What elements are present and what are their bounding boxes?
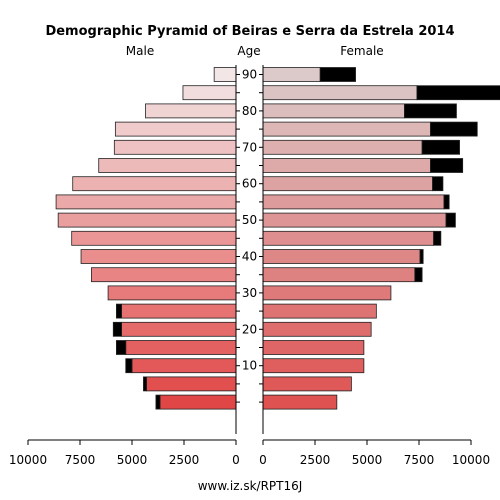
female-bar-10-14: [262, 358, 365, 374]
age-label: 30: [242, 286, 257, 300]
female-x-tick-label: 7500: [404, 453, 435, 467]
female-bar-85-89: [262, 85, 418, 101]
age-label: 80: [242, 104, 257, 118]
male-excess-bar-20-24: [112, 321, 122, 337]
male-bar-45-49: [71, 230, 237, 246]
female-excess-bar-40-44: [419, 249, 424, 264]
male-bar-55-59: [55, 194, 237, 210]
male-bar-50-54: [57, 212, 237, 228]
age-label: 10: [242, 359, 257, 373]
female-bar-90+: [262, 67, 321, 82]
male-bar-90+: [213, 67, 237, 82]
age-label: 50: [242, 213, 257, 227]
chart-title: Demographic Pyramid of Beiras e Serra da…: [45, 24, 454, 39]
female-bar-65-69: [262, 158, 431, 173]
female-bar-35-39: [262, 267, 416, 283]
male-bar-70-74: [113, 139, 237, 155]
male-bar-25-29: [121, 303, 237, 319]
male-bar-85-89: [182, 85, 237, 101]
plot-area: 90 80 70 60 50 40 30 20 10 10000 7500 5000 2500 0 0 250…: [9, 65, 500, 467]
male-x-tick-label: 5000: [117, 453, 148, 467]
female-bar-45-49: [262, 230, 434, 246]
female-bar-15-19: [262, 340, 365, 355]
female-excess-bar-55-59: [443, 194, 450, 210]
female-bar-75-79: [262, 121, 431, 137]
female-bar-50-54: [262, 212, 447, 228]
age-label: 40: [242, 250, 257, 264]
age-label: 70: [242, 140, 257, 154]
male-x-tick-label: 2500: [169, 453, 200, 467]
male-bar-65-69: [98, 158, 237, 173]
female-excess-bar-90+: [319, 67, 356, 82]
source-footer: www.iz.sk/RPT16J: [198, 479, 303, 493]
male-header: Male: [126, 44, 154, 58]
male-bar-5-9: [146, 376, 237, 392]
age-label: 90: [242, 68, 257, 82]
female-bar-0-4: [262, 394, 338, 410]
male-bar-40-44: [80, 249, 237, 264]
male-x-tick-label: 7500: [65, 453, 96, 467]
female-bar-25-29: [262, 303, 377, 319]
female-excess-bar-75-79: [430, 121, 478, 137]
male-bar-35-39: [91, 267, 237, 283]
male-excess-bar-5-9: [143, 376, 147, 392]
female-excess-bar-35-39: [414, 267, 423, 283]
female-bar-60-64: [262, 176, 433, 192]
female-bar-20-24: [262, 321, 372, 337]
female-header: Female: [340, 44, 383, 58]
female-excess-bar-65-69: [430, 158, 464, 173]
female-excess-bar-60-64: [432, 176, 444, 192]
male-excess-bar-0-4: [155, 394, 161, 410]
female-x-tick-label: 0: [259, 453, 267, 467]
age-label: 60: [242, 177, 257, 191]
age-header: Age: [237, 44, 260, 58]
female-x-tick-label: 10000: [452, 453, 490, 467]
female-bar-40-44: [262, 249, 421, 264]
male-excess-bar-15-19: [116, 340, 127, 355]
male-bar-0-4: [159, 394, 237, 410]
age-label: 20: [242, 322, 257, 336]
female-excess-bar-45-49: [433, 230, 442, 246]
female-bar-30-34: [262, 285, 392, 301]
female-bar-80-84: [262, 103, 405, 119]
male-bar-30-34: [107, 285, 237, 301]
male-bar-60-64: [72, 176, 237, 192]
female-excess-bar-50-54: [445, 212, 456, 228]
male-bar-10-14: [131, 358, 237, 374]
female-bar-5-9: [262, 376, 352, 392]
male-bar-75-79: [114, 121, 237, 137]
female-excess-bar-80-84: [404, 103, 457, 119]
female-bar-70-74: [262, 139, 423, 155]
male-x-tick-label: 10000: [9, 453, 47, 467]
female-excess-bar-70-74: [421, 139, 460, 155]
female-x-tick-label: 5000: [352, 453, 383, 467]
male-x-tick-label: 0: [232, 453, 240, 467]
female-excess-bar-85-89: [416, 85, 500, 101]
male-excess-bar-10-14: [125, 358, 133, 374]
male-bar-80-84: [145, 103, 237, 119]
female-bar-55-59: [262, 194, 445, 210]
male-bar-15-19: [125, 340, 237, 355]
female-x-tick-label: 2500: [300, 453, 331, 467]
male-excess-bar-25-29: [116, 303, 123, 319]
male-bar-20-24: [121, 321, 237, 337]
